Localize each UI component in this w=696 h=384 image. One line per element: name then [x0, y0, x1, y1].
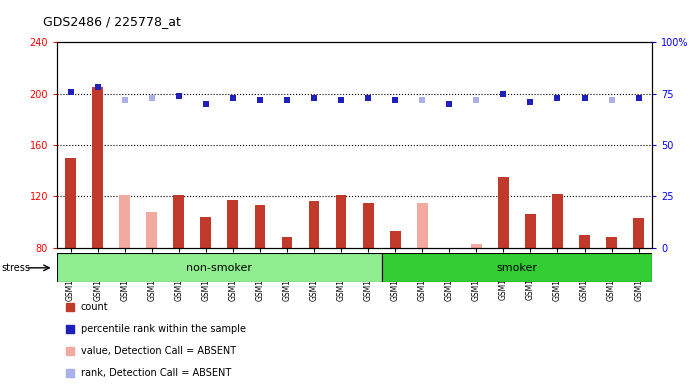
- Text: stress: stress: [1, 263, 31, 273]
- Bar: [381, 253, 652, 282]
- Bar: [633, 218, 644, 248]
- Bar: [552, 194, 563, 248]
- Text: count: count: [81, 302, 109, 312]
- Bar: [471, 244, 482, 248]
- Bar: [390, 231, 401, 248]
- Bar: [146, 212, 157, 248]
- Text: GDS2486 / 225778_at: GDS2486 / 225778_at: [43, 15, 181, 28]
- Bar: [417, 203, 427, 248]
- Text: non-smoker: non-smoker: [187, 263, 253, 273]
- Bar: [335, 195, 347, 248]
- Bar: [57, 253, 381, 282]
- Bar: [606, 237, 617, 248]
- Bar: [119, 195, 130, 248]
- Bar: [200, 217, 212, 248]
- Text: smoker: smoker: [496, 263, 537, 273]
- Bar: [363, 203, 374, 248]
- Bar: [525, 214, 536, 248]
- Bar: [255, 205, 265, 248]
- Bar: [228, 200, 238, 248]
- Bar: [498, 177, 509, 248]
- Bar: [579, 235, 590, 248]
- Bar: [93, 87, 103, 248]
- Bar: [308, 202, 319, 248]
- Bar: [173, 195, 184, 248]
- Text: rank, Detection Call = ABSENT: rank, Detection Call = ABSENT: [81, 368, 231, 378]
- Text: value, Detection Call = ABSENT: value, Detection Call = ABSENT: [81, 346, 236, 356]
- Bar: [65, 158, 76, 248]
- Text: percentile rank within the sample: percentile rank within the sample: [81, 324, 246, 334]
- Bar: [282, 237, 292, 248]
